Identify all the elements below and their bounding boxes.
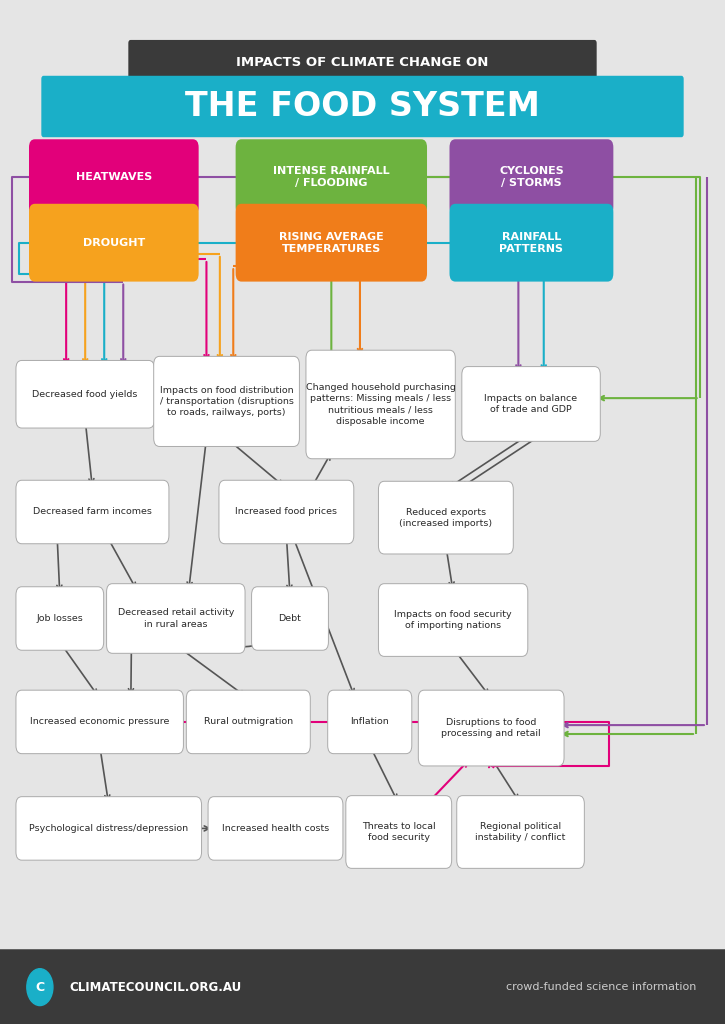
Text: Psychological distress/depression: Psychological distress/depression [29, 824, 188, 833]
FancyBboxPatch shape [0, 949, 725, 1024]
FancyBboxPatch shape [236, 139, 427, 215]
Text: crowd-funded science information: crowd-funded science information [505, 982, 696, 992]
FancyBboxPatch shape [418, 690, 564, 766]
Text: Impacts on balance
of trade and GDP: Impacts on balance of trade and GDP [484, 394, 578, 414]
FancyBboxPatch shape [378, 584, 528, 656]
Text: Debt: Debt [278, 614, 302, 623]
Text: Regional political
instability / conflict: Regional political instability / conflic… [476, 822, 566, 842]
Text: Reduced exports
(increased imports): Reduced exports (increased imports) [399, 508, 492, 527]
FancyBboxPatch shape [186, 690, 310, 754]
FancyBboxPatch shape [107, 584, 245, 653]
Text: RAINFALL
PATTERNS: RAINFALL PATTERNS [500, 231, 563, 254]
FancyBboxPatch shape [450, 139, 613, 215]
Text: Decreased retail activity
in rural areas: Decreased retail activity in rural areas [117, 608, 234, 629]
FancyBboxPatch shape [16, 587, 104, 650]
Circle shape [27, 969, 53, 1006]
FancyBboxPatch shape [328, 690, 412, 754]
Text: INTENSE RAINFALL
/ FLOODING: INTENSE RAINFALL / FLOODING [273, 166, 389, 188]
FancyBboxPatch shape [41, 76, 684, 137]
Text: Job losses: Job losses [36, 614, 83, 623]
Text: Changed household purchasing
patterns: Missing meals / less
nutritious meals / l: Changed household purchasing patterns: M… [306, 383, 455, 426]
Text: Disruptions to food
processing and retail: Disruptions to food processing and retai… [442, 718, 541, 738]
FancyBboxPatch shape [462, 367, 600, 441]
FancyBboxPatch shape [16, 797, 202, 860]
Text: CLIMATECOUNCIL.ORG.AU: CLIMATECOUNCIL.ORG.AU [69, 981, 241, 993]
FancyBboxPatch shape [29, 204, 199, 282]
FancyBboxPatch shape [16, 690, 183, 754]
FancyBboxPatch shape [29, 139, 199, 215]
Text: Decreased farm incomes: Decreased farm incomes [33, 508, 152, 516]
Text: CYCLONES
/ STORMS: CYCLONES / STORMS [499, 166, 564, 188]
Text: DROUGHT: DROUGHT [83, 238, 145, 248]
Text: Increased health costs: Increased health costs [222, 824, 329, 833]
FancyBboxPatch shape [252, 587, 328, 650]
Text: Rural outmigration: Rural outmigration [204, 718, 293, 726]
Text: Impacts on food distribution
/ transportation (disruptions
to roads, railways, p: Impacts on food distribution / transport… [160, 386, 294, 417]
FancyBboxPatch shape [154, 356, 299, 446]
Text: RISING AVERAGE
TEMPERATURES: RISING AVERAGE TEMPERATURES [279, 231, 384, 254]
FancyBboxPatch shape [306, 350, 455, 459]
Text: C: C [36, 981, 44, 993]
Text: THE FOOD SYSTEM: THE FOOD SYSTEM [185, 90, 540, 123]
Text: Threats to local
food security: Threats to local food security [362, 822, 436, 842]
FancyBboxPatch shape [457, 796, 584, 868]
Text: Increased food prices: Increased food prices [236, 508, 337, 516]
FancyBboxPatch shape [219, 480, 354, 544]
FancyBboxPatch shape [346, 796, 452, 868]
FancyBboxPatch shape [236, 204, 427, 282]
Text: Inflation: Inflation [350, 718, 389, 726]
FancyBboxPatch shape [16, 360, 154, 428]
Text: Decreased food yields: Decreased food yields [33, 390, 138, 398]
FancyBboxPatch shape [208, 797, 343, 860]
FancyBboxPatch shape [128, 40, 597, 85]
FancyBboxPatch shape [16, 480, 169, 544]
FancyBboxPatch shape [450, 204, 613, 282]
FancyBboxPatch shape [378, 481, 513, 554]
Text: HEATWAVES: HEATWAVES [75, 172, 152, 182]
Text: Impacts on food security
of importing nations: Impacts on food security of importing na… [394, 610, 512, 630]
Text: Increased economic pressure: Increased economic pressure [30, 718, 170, 726]
Text: IMPACTS OF CLIMATE CHANGE ON: IMPACTS OF CLIMATE CHANGE ON [236, 56, 489, 69]
